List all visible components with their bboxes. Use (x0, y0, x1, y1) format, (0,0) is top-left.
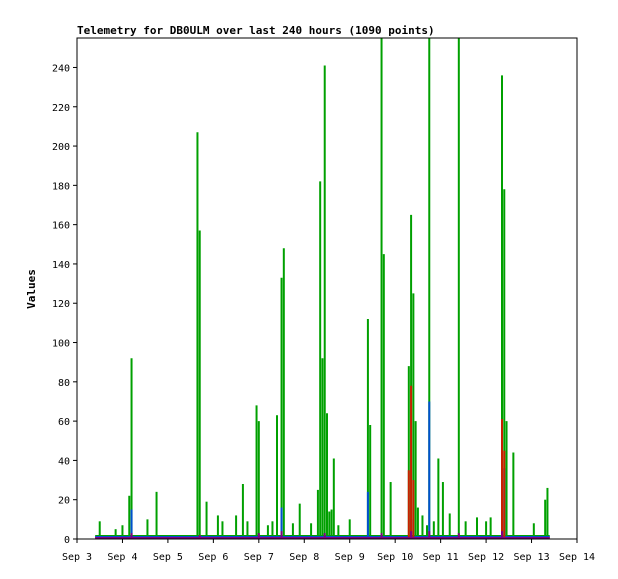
y-tick-label: 0 (64, 535, 70, 546)
y-tick-label: 20 (58, 496, 70, 507)
x-tick-label: Sep 4 (107, 552, 137, 563)
x-tick-label: Sep 3 (62, 552, 92, 563)
x-tick-label: Sep 14 (559, 552, 595, 563)
x-tick-label: Sep 6 (198, 552, 228, 563)
y-tick-label: 220 (52, 103, 70, 114)
y-tick-label: 100 (52, 339, 70, 350)
y-tick-label: 80 (58, 378, 70, 389)
x-tick-label: Sep 13 (513, 552, 549, 563)
x-tick-label: Sep 8 (289, 552, 319, 563)
y-axis-label: Values (25, 269, 38, 309)
x-tick-label: Sep 12 (468, 552, 504, 563)
y-tick-label: 180 (52, 181, 70, 192)
x-tick-label: Sep 11 (423, 552, 459, 563)
x-tick-label: Sep 5 (153, 552, 183, 563)
y-tick-label: 40 (58, 456, 70, 467)
x-tick-label: Sep 7 (244, 552, 274, 563)
axis-layer: 0 20 40 60 80 100 120 140 160 180 200 220 240 Sep 3 Se… (52, 63, 595, 563)
x-tick-label: Sep 9 (335, 552, 365, 563)
x-tick-label: Sep 10 (377, 552, 413, 563)
y-tick-label: 160 (52, 221, 70, 232)
series-0 (95, 38, 550, 538)
series-3 (95, 531, 550, 540)
plot-frame (76, 37, 578, 540)
y-tick-label: 60 (58, 417, 70, 428)
y-tick-label: 200 (52, 142, 70, 153)
y-tick-label: 140 (52, 260, 70, 271)
y-tick-label: 240 (52, 63, 70, 74)
y-tick-label: 120 (52, 299, 70, 310)
series-layer (95, 38, 550, 540)
chart-title: Telemetry for DB0ULM over last 240 hours… (77, 24, 435, 37)
